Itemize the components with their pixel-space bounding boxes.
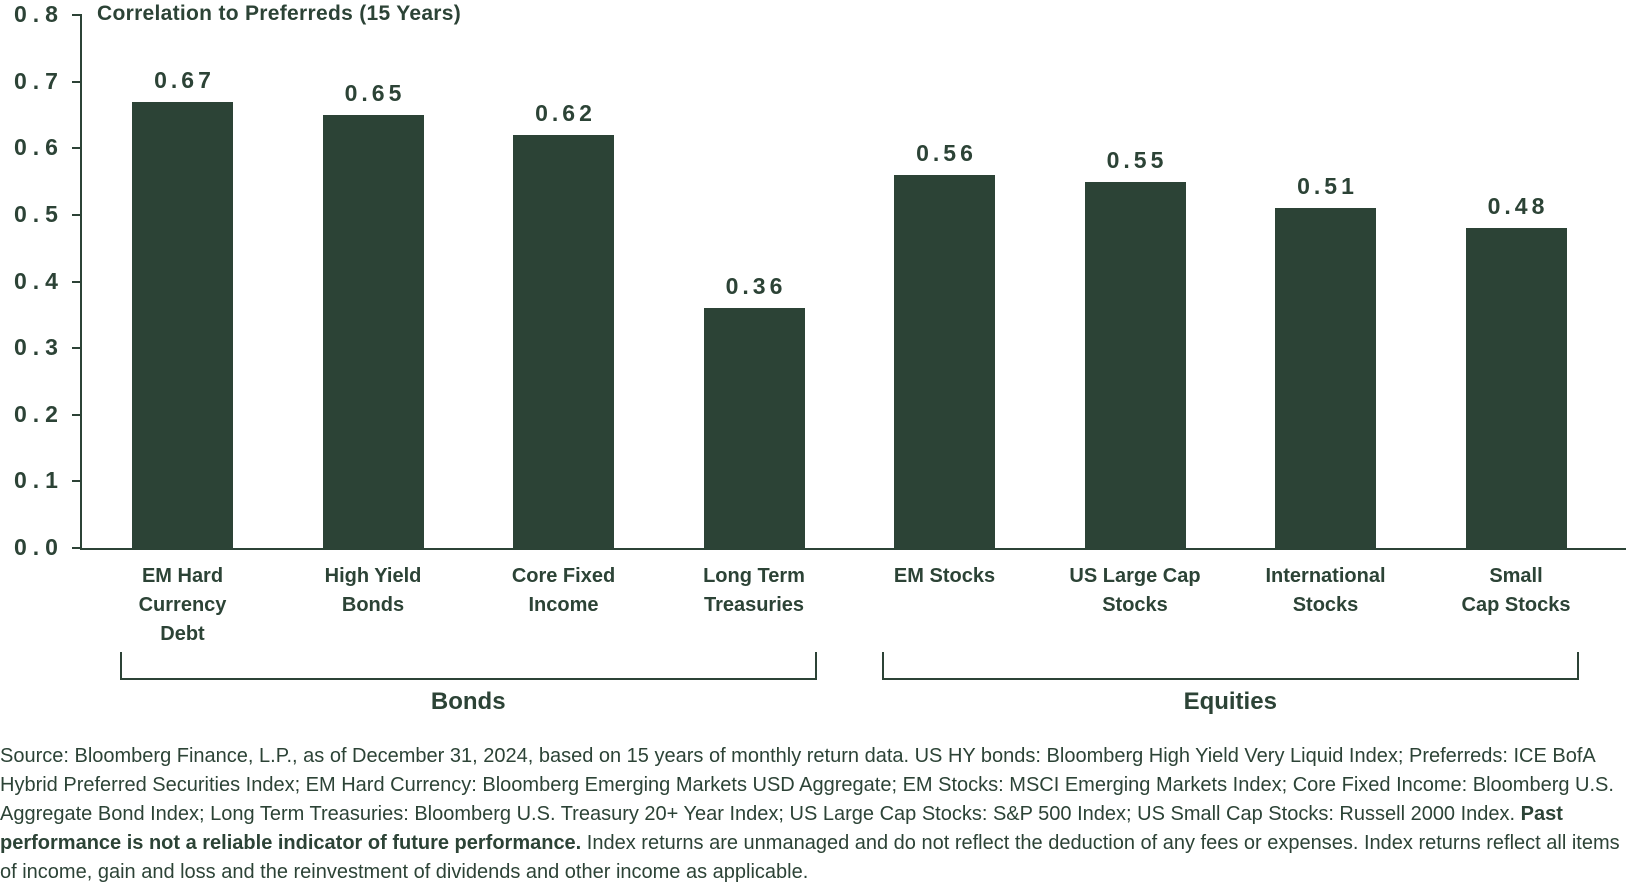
category-label-long-term-treasuries: Long Term Treasuries <box>639 562 869 620</box>
group-bracket-equities <box>881 678 1579 680</box>
bar-long-term-treasuries <box>703 308 805 548</box>
axis-line-x <box>80 548 1626 550</box>
y-tick <box>72 480 82 483</box>
category-label-line: Debt <box>160 623 205 645</box>
bar-em-stocks <box>894 175 995 548</box>
group-bracket-end-right <box>815 652 817 680</box>
category-label-line: Long Term <box>703 565 805 587</box>
y-tick-label: 0.0 <box>14 534 64 560</box>
bar-value-label: 0.67 <box>154 66 215 93</box>
bar-international-stocks <box>1275 208 1376 548</box>
y-tick-label: 0.7 <box>14 67 64 94</box>
y-tick <box>72 280 82 283</box>
group-bracket-end-left <box>119 652 122 680</box>
category-label-line: Small <box>1489 565 1543 587</box>
y-tick <box>72 413 82 416</box>
category-label-international-stocks: International Stocks <box>1211 562 1441 620</box>
bar-value-label: 0.62 <box>535 100 596 127</box>
y-tick <box>72 347 82 350</box>
footnote-text-bold-disclaimer: Past performance is not a reliable indic… <box>0 803 1563 854</box>
category-label-high-yield-bonds: High Yield Bonds <box>258 562 488 620</box>
bar-high-yield-bonds <box>322 115 424 548</box>
bar-em-hard-currency-debt <box>132 101 233 548</box>
y-tick <box>72 147 82 150</box>
group-bracket-bonds <box>119 678 817 680</box>
bar-value-label: 0.36 <box>725 273 787 300</box>
bar-value-label: 0.55 <box>1106 146 1168 173</box>
category-label-line: High Yield <box>324 565 422 587</box>
y-tick-label: 0.8 <box>14 1 64 28</box>
category-label-line: US Large Cap <box>1069 565 1201 587</box>
category-label-line: Core Fixed <box>511 565 616 587</box>
y-tick <box>72 14 82 17</box>
bar-value-label: 0.51 <box>1297 173 1358 200</box>
y-tick-label: 0.3 <box>14 334 64 361</box>
bar-us-large-cap-stocks <box>1084 181 1186 548</box>
chart-title: Correlation to Preferreds (15 Years) <box>97 2 462 25</box>
group-bracket-end-right <box>1577 652 1579 680</box>
y-tick <box>72 547 82 549</box>
bar-value-label: 0.65 <box>344 80 406 107</box>
category-label-line: Cap Stocks <box>1461 594 1571 616</box>
category-label-line: Stocks <box>1102 594 1168 616</box>
group-label-bonds: Bonds <box>430 688 506 715</box>
y-tick <box>72 214 82 216</box>
y-tick-label: 0.4 <box>14 267 64 294</box>
y-tick-label: 0.2 <box>14 400 64 427</box>
category-label-em-stocks: EM Stocks <box>830 562 1060 591</box>
category-label-line: Currency <box>138 594 227 616</box>
y-tick-label: 0.5 <box>14 201 64 227</box>
category-label-line: EM Stocks <box>893 565 996 587</box>
category-label-line: Stocks <box>1292 594 1359 616</box>
category-label-line: Income <box>528 594 599 616</box>
bar-value-label: 0.48 <box>1487 193 1549 220</box>
bar-core-fixed-income <box>513 135 614 548</box>
group-label-equities: Equities <box>1183 688 1277 715</box>
y-tick <box>72 80 82 83</box>
bar-value-label: 0.56 <box>916 140 977 167</box>
group-bracket-end-left <box>881 652 884 680</box>
category-label-em-hard-currency-debt: EM Hard Currency Debt <box>68 562 298 649</box>
category-label-line: International <box>1265 565 1386 587</box>
category-label-line: EM Hard <box>141 565 224 587</box>
category-label-small-cap-stocks: Small Cap Stocks <box>1401 562 1626 620</box>
category-label-us-large-cap-stocks: US Large Cap Stocks <box>1020 562 1250 620</box>
y-tick-label: 0.6 <box>14 134 64 161</box>
footnote-text-trail: Index returns are unmanaged and do not r… <box>0 832 1620 882</box>
footnote-text-lead: Source: Bloomberg Finance, L.P., as of D… <box>0 745 1614 825</box>
category-label-line: Bonds <box>341 594 405 616</box>
bar-small-cap-stocks <box>1465 228 1567 548</box>
category-label-line: Treasuries <box>703 594 805 616</box>
y-tick-label: 0.1 <box>14 467 64 494</box>
category-label-core-fixed-income: Core Fixed Income <box>449 562 679 620</box>
source-footnote: Source: Bloomberg Finance, L.P., as of D… <box>0 742 1626 882</box>
